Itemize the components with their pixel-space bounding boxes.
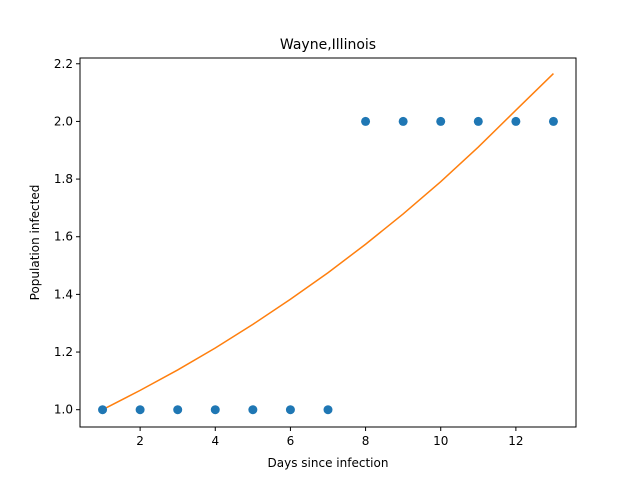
data-point — [473, 116, 483, 126]
y-axis: 1.0 1.2 1.4 1.6 1.8 2.0 2.2 — [54, 57, 80, 417]
data-point — [323, 405, 333, 415]
x-tick-label: 8 — [362, 434, 370, 448]
x-tick-label: 4 — [211, 434, 219, 448]
y-tick-label: 1.8 — [54, 172, 73, 186]
data-point — [285, 405, 295, 415]
fit-curve-line — [102, 73, 554, 411]
y-tick-label: 1.0 — [54, 403, 73, 417]
x-tick-label: 2 — [136, 434, 144, 448]
x-tick-label: 12 — [508, 434, 523, 448]
data-point — [210, 405, 220, 415]
x-axis: 2 4 6 8 10 12 — [136, 427, 524, 448]
y-tick-label: 1.2 — [54, 345, 73, 359]
data-point — [98, 405, 108, 415]
data-point — [511, 116, 521, 126]
data-point — [398, 116, 408, 126]
x-tick-label: 6 — [287, 434, 295, 448]
x-tick-label: 10 — [433, 434, 448, 448]
axes-frame — [79, 57, 577, 428]
y-tick-label: 1.4 — [54, 287, 73, 301]
x-axis-title: Days since infection — [268, 456, 389, 470]
data-point — [135, 405, 145, 415]
data-point — [548, 116, 558, 126]
data-point — [173, 405, 183, 415]
data-point — [436, 116, 446, 126]
chart-title: Wayne,Illinois — [280, 37, 376, 53]
data-point — [361, 116, 371, 126]
data-point — [248, 405, 258, 415]
y-tick-label: 2.0 — [54, 114, 73, 128]
y-axis-title: Population infected — [28, 185, 42, 301]
y-tick-label: 1.6 — [54, 230, 73, 244]
plot-area — [98, 73, 558, 415]
y-tick-label: 2.2 — [54, 57, 73, 71]
